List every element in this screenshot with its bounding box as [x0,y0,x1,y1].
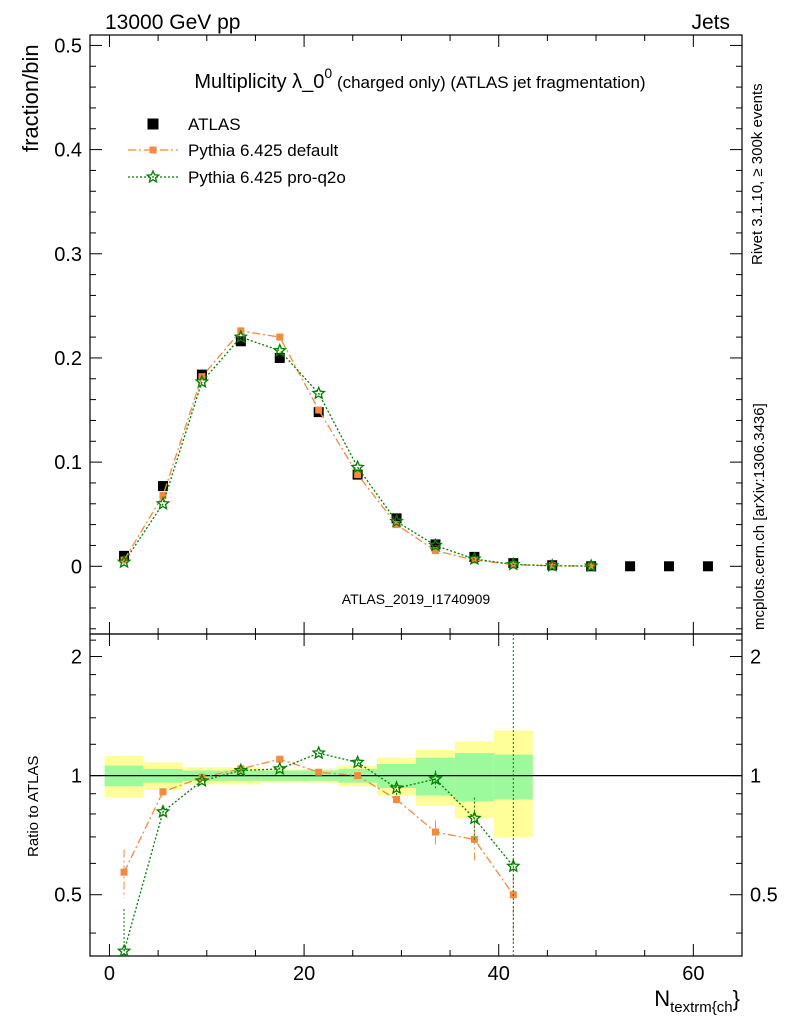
data-point-pro-q2o [272,342,288,357]
data-point-default [470,556,478,564]
ratio-point-default [354,772,362,780]
data-point-pro-q2o [350,459,365,474]
ratio-panel-frame [89,633,743,957]
data-point-pro-q2o [116,554,132,569]
main-panel-series [116,327,713,573]
chart-title: Multiplicity λ_00 (charged only) (ATLAS … [194,65,645,93]
ratio-point-pro-q2o [311,745,327,760]
legend-label: Pythia 6.425 default [188,141,339,160]
data-point-atlas [391,513,402,524]
data-point-default [431,547,439,555]
data-point-default [120,556,128,564]
header-right: Jets [691,11,730,34]
ratio-point-pro-q2o [155,804,171,819]
x-tick-label: 0 [104,963,115,985]
ratio-y-tick-label-right: 1 [750,766,761,788]
data-point-pro-q2o [155,496,171,510]
axis-tick-labels: 0 20 40 60 0 0.1 0.2 0.3 0.4 0.5 0.5 0.5 1 1 2 2 [54,35,778,985]
x-axis-label-base: N [654,986,670,1011]
ratio-point-pro-q2o [428,771,443,786]
data-point-default [548,562,556,570]
data-point-atlas [274,352,285,363]
ratio-y-tick-label-right: 0.5 [750,885,778,907]
analysis-watermark: ATLAS_2019_I1740909 [342,591,491,607]
data-point-pro-q2o [428,537,443,552]
ratio-point-pro-q2o [272,761,288,776]
data-point-default [159,491,167,499]
ratio-y-tick-label-left: 1 [71,766,82,788]
ratio-point-pro-q2o [350,754,365,769]
main-y-tick-label: 0.5 [54,35,82,57]
data-point-atlas [702,561,713,572]
series-line-main [123,330,592,567]
data-point-pro-q2o [311,385,327,400]
data-point-pro-q2o [544,558,560,572]
ratio-band-inner [454,753,494,802]
legend-label: ATLAS [188,115,241,134]
main-ylabel: fraction/bin [18,44,43,152]
data-point-pro-q2o [505,556,521,571]
ratio-point-default [198,773,206,781]
data-point-default [315,406,323,414]
data-point-atlas [235,336,246,347]
axis-ticks [90,35,743,956]
ratio-band-inner [493,754,533,800]
mcplots-label: mcplots.cern.ch [arXiv:1306.3436] [751,403,768,630]
data-point-default [276,333,284,341]
ratio-ylabel: Ratio to ATLAS [25,756,42,857]
data-point-pro-q2o [467,551,482,566]
data-point-atlas [664,561,675,572]
main-y-tick-label: 0.1 [54,452,82,474]
data-point-pro-q2o [194,374,210,389]
data-point-atlas [430,539,441,550]
data-point-default [354,471,362,479]
ratio-point-default [431,828,439,836]
ratio-panel-series [116,634,521,958]
data-point-pro-q2o [233,329,249,344]
data-point-pro-q2o [389,513,404,528]
legend-label: Pythia 6.425 pro-q2o [188,168,346,187]
x-tick-label: 60 [682,963,704,985]
data-point-atlas [157,481,168,492]
ratio-point-pro-q2o [389,780,404,795]
main-y-tick-label: 0.3 [54,244,82,266]
chart-title-main: Multiplicity λ_0 [194,71,324,93]
x-axis-label-tail: } [733,986,740,1011]
legend-marker-atlas [147,118,159,130]
x-tick-label: 20 [293,963,315,985]
x-axis-label-sub: textrm{ch [670,999,733,1016]
ratio-point-default [159,788,167,796]
legend: ATLAS Pythia 6.425 default Pythia 6.425 pr… [128,115,346,187]
main-y-tick-label: 0.4 [54,140,82,162]
main-y-tick-label: 0 [71,556,82,578]
rivet-label: Rivet 3.1.10, ≥ 300k events [749,83,766,265]
legend-marker-default [149,146,157,154]
ratio-point-pro-q2o [194,773,210,788]
data-point-atlas [625,561,636,572]
header-left: 13000 GeV pp [105,11,240,34]
main-y-tick-label: 0.2 [54,348,82,370]
data-point-default [587,562,595,570]
ratio-point-default [393,796,401,804]
ratio-point-pro-q2o [505,858,521,873]
ratio-point-pro-q2o [116,943,132,958]
x-axis-label: Ntextrm{ch} [654,986,740,1016]
series-line-ratio [123,752,514,952]
ratio-point-default [315,768,323,776]
ratio-y-tick-label-right: 2 [750,647,761,669]
ratio-point-pro-q2o [233,762,249,777]
ratio-band-inner [416,757,455,796]
ratio-y-tick-label-left: 0.5 [54,885,82,907]
x-tick-label: 40 [488,963,510,985]
legend-marker-pro-q2o [145,169,161,184]
ratio-point-pro-q2o [467,810,482,825]
chart-title-sup: 0 [324,65,332,81]
data-point-pro-q2o [583,558,599,573]
ratio-y-tick-label-left: 2 [71,647,82,669]
ratio-point-default [276,755,284,763]
series-line-main [123,336,592,567]
ratio-point-default [120,868,128,876]
chart-title-rest: (charged only) (ATLAS jet fragmentation) [332,73,645,92]
